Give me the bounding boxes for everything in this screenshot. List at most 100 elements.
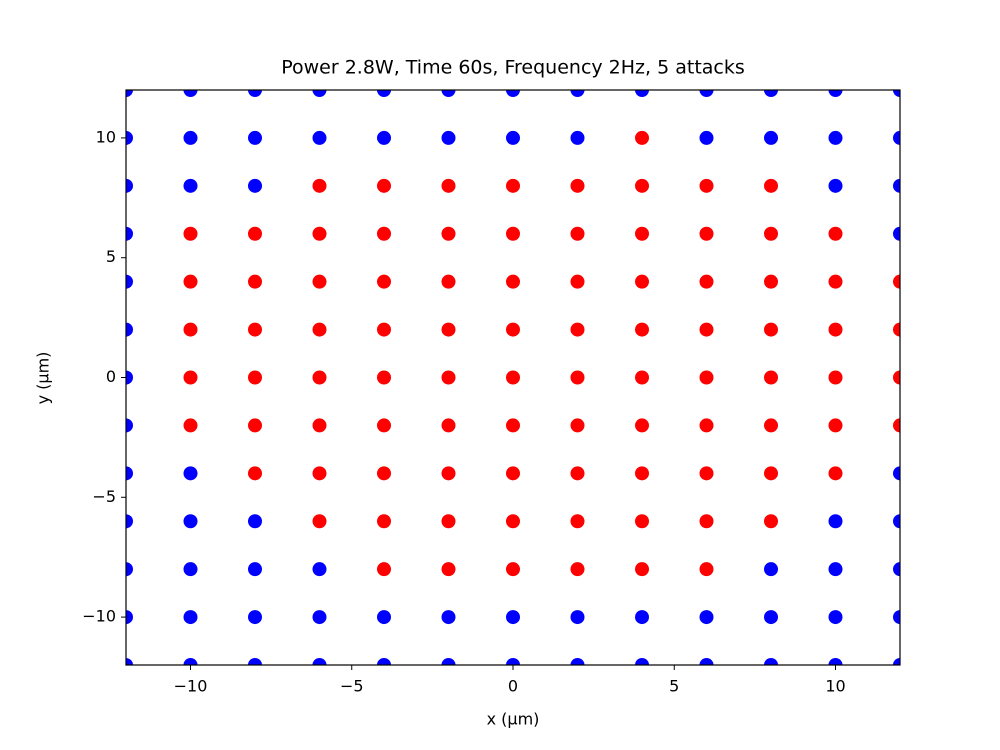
x-axis-label: x (µm) [487,710,540,729]
point [893,610,900,625]
point [183,418,198,433]
point [248,370,262,385]
point [183,562,198,577]
point [312,90,327,97]
point [764,562,778,577]
point [377,178,391,193]
point [699,226,714,241]
point [699,322,714,337]
point [312,226,327,241]
point [126,130,133,145]
point [377,658,391,665]
point [699,658,714,665]
point [377,370,391,385]
point [377,130,391,145]
point [635,130,649,145]
point [764,322,778,337]
point [635,658,649,665]
point [828,130,843,145]
y-axis-label: y (µm) [34,352,53,405]
point [764,610,778,625]
point [126,418,133,433]
point [893,322,900,337]
point [441,322,456,337]
point [126,466,133,481]
point [635,562,649,577]
point [570,562,585,577]
point [248,610,262,625]
point [764,130,778,145]
point [570,610,585,625]
point [828,514,843,529]
point [312,418,327,433]
point [506,322,520,337]
point [764,178,778,193]
point [312,322,327,337]
point [126,658,133,665]
point [248,418,262,433]
point [635,610,649,625]
x-tick-label: 10 [825,677,845,696]
point [893,418,900,433]
point [126,178,133,193]
chart-title: Power 2.8W, Time 60s, Frequency 2Hz, 5 a… [281,57,745,79]
point [377,90,391,97]
y-tick-label: 10 [96,127,116,146]
point [183,274,198,289]
point [312,514,327,529]
point [570,90,585,97]
y-tick-label: −10 [82,607,116,626]
point [699,610,714,625]
point [635,178,649,193]
point [506,274,520,289]
point [248,514,262,529]
point [893,514,900,529]
point [570,370,585,385]
point [506,658,520,665]
point [506,562,520,577]
point [248,658,262,665]
point [699,514,714,529]
point [893,658,900,665]
point [699,90,714,97]
point [764,466,778,481]
x-tick-label: −10 [174,677,208,696]
point [183,178,198,193]
point [441,514,456,529]
point [764,90,778,97]
point [635,274,649,289]
point [828,226,843,241]
point [764,658,778,665]
point [441,466,456,481]
point [506,370,520,385]
point [635,370,649,385]
point [377,562,391,577]
point [635,418,649,433]
point [126,226,133,241]
point [893,90,900,97]
point [828,658,843,665]
point [183,322,198,337]
point [635,226,649,241]
point [248,90,262,97]
point [764,418,778,433]
x-tick-label: 5 [669,677,679,696]
point [506,90,520,97]
point [126,90,133,97]
point [441,370,456,385]
point [764,514,778,529]
point [506,610,520,625]
point [570,322,585,337]
point [248,274,262,289]
point [183,90,198,97]
point [699,466,714,481]
point [893,178,900,193]
point [699,562,714,577]
point [506,418,520,433]
point [828,418,843,433]
point [893,466,900,481]
point [126,562,133,577]
point [441,90,456,97]
point [312,370,327,385]
